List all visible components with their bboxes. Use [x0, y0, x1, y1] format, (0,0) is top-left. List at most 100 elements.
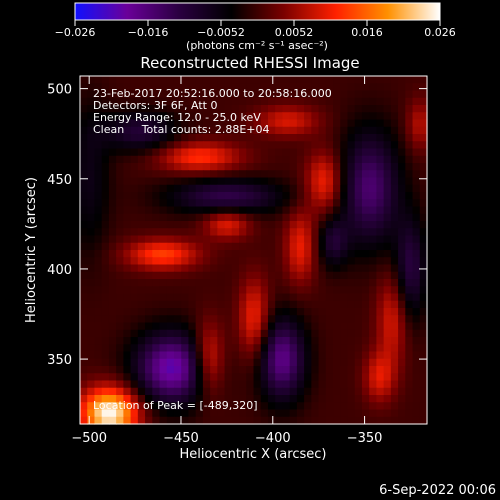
- heatmap-cell: [181, 322, 190, 331]
- heatmap-cell: [159, 387, 168, 396]
- heatmap-cell: [354, 105, 363, 113]
- heatmap-cell: [80, 257, 88, 266]
- heatmap-cell: [137, 293, 146, 302]
- heatmap-cell: [152, 148, 161, 157]
- heatmap-cell: [318, 112, 327, 121]
- heatmap-cell: [195, 170, 204, 179]
- heatmap-cell: [94, 192, 103, 200]
- heatmap-cell: [318, 250, 327, 258]
- heatmap-cell: [123, 358, 132, 367]
- heatmap-cell: [325, 184, 334, 193]
- heatmap-cell: [130, 344, 139, 353]
- heatmap-cell: [405, 271, 414, 280]
- heatmap-cell: [101, 293, 110, 302]
- heatmap-cell: [318, 271, 327, 280]
- heatmap-cell: [383, 366, 392, 374]
- heatmap-cell: [311, 416, 320, 425]
- heatmap-cell: [145, 213, 153, 222]
- heatmap-cell: [231, 206, 240, 215]
- heatmap-cell: [224, 416, 233, 425]
- heatmap-cell: [325, 170, 334, 179]
- heatmap-cell: [173, 387, 182, 396]
- heatmap-cell: [159, 112, 168, 121]
- heatmap-cell: [101, 199, 110, 208]
- heatmap-cell: [152, 163, 161, 171]
- heatmap-cell: [275, 279, 284, 287]
- heatmap-cell: [80, 366, 88, 374]
- heatmap-cell: [173, 213, 182, 222]
- y-tick-label: 450: [47, 173, 72, 188]
- heatmap-cell: [202, 235, 211, 244]
- heatmap-cell: [231, 293, 240, 302]
- heatmap-cell: [325, 221, 334, 229]
- heatmap-cell: [94, 322, 103, 331]
- heatmap-cell: [311, 184, 320, 193]
- heatmap-cell: [296, 76, 305, 84]
- heatmap-cell: [398, 395, 406, 403]
- heatmap-cell: [296, 337, 305, 345]
- heatmap-cell: [159, 416, 168, 425]
- heatmap-cell: [390, 351, 399, 360]
- heatmap-cell: [289, 119, 298, 128]
- heatmap-cell: [246, 416, 255, 425]
- heatmap-cell: [304, 286, 312, 295]
- heatmap-cell: [333, 112, 341, 121]
- heatmap-cell: [275, 76, 284, 84]
- heatmap-cell: [123, 308, 132, 316]
- heatmap-cell: [419, 177, 428, 186]
- heatmap-cell: [224, 97, 233, 106]
- heatmap-cell: [202, 373, 211, 382]
- heatmap-cell: [340, 112, 349, 121]
- heatmap-cell: [239, 308, 247, 316]
- heatmap-cell: [311, 373, 320, 382]
- heatmap-cell: [94, 97, 103, 106]
- heatmap-cell: [80, 329, 88, 338]
- heatmap-cell: [202, 402, 211, 411]
- heatmap-cell: [354, 329, 363, 338]
- heatmap-cell: [412, 76, 421, 84]
- heatmap-cell: [275, 119, 284, 128]
- heatmap-cell: [87, 163, 96, 171]
- heatmap-cell: [383, 112, 392, 121]
- heatmap-cell: [383, 337, 392, 345]
- heatmap-cell: [231, 105, 240, 113]
- heatmap-cell: [361, 416, 370, 425]
- heatmap-cell: [217, 395, 226, 403]
- heatmap-cell: [159, 90, 168, 99]
- heatmap-cell: [311, 170, 320, 179]
- heatmap-cell: [383, 105, 392, 113]
- heatmap-cell: [166, 97, 175, 106]
- heatmap-cell: [340, 141, 349, 150]
- heatmap-cell: [116, 380, 124, 389]
- heatmap-cell: [130, 380, 139, 389]
- heatmap-cell: [188, 308, 197, 316]
- heatmap-cell: [137, 184, 146, 193]
- heatmap-cell: [289, 344, 298, 353]
- heatmap-cell: [152, 242, 161, 251]
- heatmap-cell: [333, 90, 341, 99]
- heatmap-cell: [405, 395, 414, 403]
- heatmap-cell: [376, 387, 385, 396]
- heatmap-cell: [137, 141, 146, 150]
- heatmap-cell: [239, 126, 247, 135]
- heatmap-cell: [260, 344, 269, 353]
- heatmap-cell: [398, 242, 406, 251]
- heatmap-cell: [108, 257, 117, 266]
- heatmap-cell: [253, 366, 262, 374]
- heatmap-cell: [116, 409, 124, 418]
- heatmap-cell: [267, 373, 276, 382]
- heatmap-cell: [224, 192, 233, 200]
- heatmap-cell: [108, 76, 117, 84]
- heatmap-cell: [390, 409, 399, 418]
- heatmap-cell: [101, 395, 110, 403]
- heatmap-cell: [173, 134, 182, 142]
- heatmap-cell: [195, 250, 204, 258]
- heatmap-cell: [260, 366, 269, 374]
- heatmap-cell: [246, 250, 255, 258]
- heatmap-cell: [347, 170, 356, 179]
- heatmap-cell: [116, 337, 124, 345]
- heatmap-cell: [340, 286, 349, 295]
- heatmap-cell: [94, 213, 103, 222]
- heatmap-cell: [188, 235, 197, 244]
- heatmap-cell: [253, 134, 262, 142]
